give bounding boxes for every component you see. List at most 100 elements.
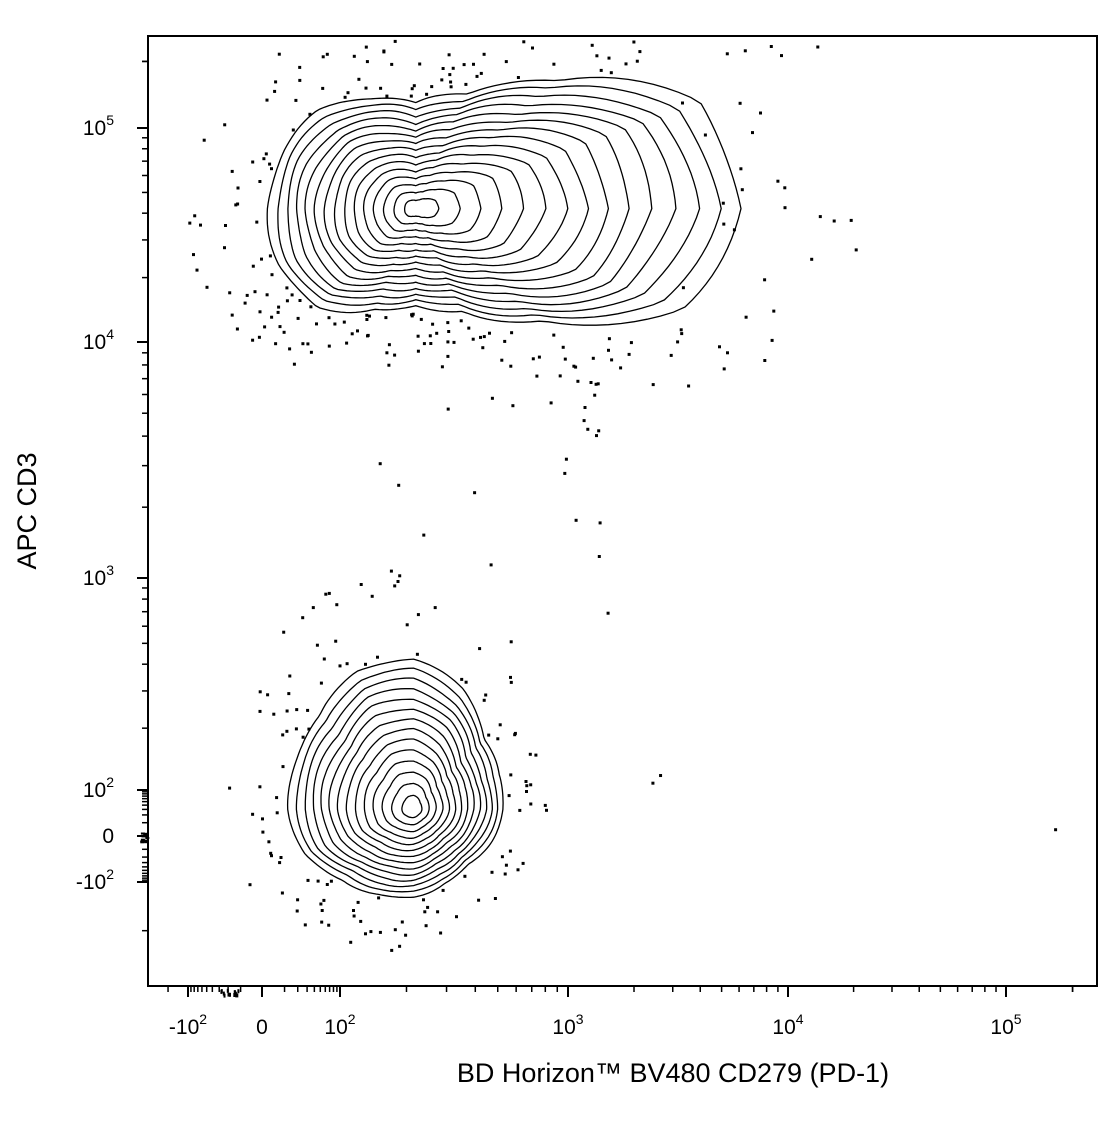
event-dot	[597, 429, 601, 433]
event-dot	[416, 349, 420, 353]
event-dot	[291, 128, 295, 132]
event-dot	[447, 53, 451, 57]
event-dot	[327, 344, 331, 348]
event-dot	[236, 186, 240, 190]
event-dot	[448, 73, 452, 77]
axis-pile-event	[140, 840, 145, 843]
contour-cd3-positive	[304, 111, 653, 298]
event-dot	[464, 82, 468, 86]
event-dot	[188, 221, 192, 225]
contour-cd3-positive	[353, 153, 547, 259]
event-dot	[379, 86, 383, 90]
event-dot	[270, 854, 273, 858]
event-dot	[500, 358, 504, 362]
event-dot	[459, 319, 463, 323]
event-dot	[356, 329, 359, 333]
event-dot	[306, 878, 310, 882]
event-dot	[440, 365, 444, 369]
event-dot	[449, 85, 453, 89]
event-dot	[681, 101, 684, 105]
event-dot	[410, 87, 414, 91]
y-tick-label: 104	[83, 326, 114, 354]
event-dot	[596, 382, 600, 386]
event-dot	[306, 342, 310, 346]
contour-cd3-negative	[304, 677, 493, 888]
event-dot	[234, 203, 238, 207]
event-dot	[308, 112, 312, 116]
event-dot	[282, 330, 286, 334]
contour-cd3-negative	[354, 738, 457, 852]
event-dot	[531, 46, 534, 50]
event-dot	[769, 45, 773, 48]
event-dot	[385, 351, 389, 355]
event-dot	[462, 63, 466, 67]
event-dot	[447, 330, 451, 333]
event-dot	[364, 45, 368, 49]
event-dot	[202, 138, 206, 142]
event-dot	[387, 363, 391, 367]
event-dot	[258, 180, 262, 183]
event-dot	[301, 342, 305, 346]
event-dot	[338, 664, 342, 668]
event-dot	[531, 357, 535, 361]
event-dot	[564, 457, 568, 461]
event-dot	[365, 60, 369, 64]
event-dot	[315, 643, 319, 647]
event-dot	[651, 781, 655, 785]
event-dot	[522, 40, 526, 44]
event-dot	[281, 733, 285, 737]
event-dot	[398, 574, 402, 578]
event-dot	[426, 905, 430, 909]
event-dot	[627, 352, 631, 356]
event-dot	[411, 312, 415, 316]
event-dot	[503, 339, 507, 343]
contour-cd3-positive	[313, 119, 630, 290]
event-dot	[382, 49, 386, 53]
event-dot	[364, 662, 367, 666]
event-dot	[352, 914, 356, 918]
contour-cd3-negative	[295, 667, 499, 893]
event-dot	[561, 345, 565, 349]
event-dot	[319, 902, 323, 906]
event-dot	[290, 293, 294, 297]
y-tick-label: 105	[83, 112, 114, 140]
event-dot	[429, 342, 433, 345]
event-dot	[487, 733, 491, 737]
event-dot	[524, 780, 528, 783]
event-dot	[460, 677, 464, 681]
event-dot	[422, 342, 426, 346]
event-dot	[619, 366, 623, 370]
event-dot	[390, 62, 394, 66]
event-dot	[507, 794, 511, 798]
y-tick-label: 103	[83, 562, 114, 590]
event-dot	[475, 74, 479, 78]
event-dot	[195, 268, 199, 272]
axis-pile-event	[236, 993, 239, 998]
event-dot	[849, 218, 853, 222]
event-dot	[478, 647, 482, 651]
event-dot	[390, 948, 394, 952]
event-dot	[223, 246, 226, 250]
event-dot	[321, 55, 325, 59]
contour-cd3-positive	[393, 188, 461, 227]
event-dot	[534, 753, 538, 757]
contour-cd3-negative	[336, 718, 469, 864]
event-dot	[576, 379, 580, 383]
event-dot	[327, 316, 331, 320]
event-dot	[258, 785, 262, 789]
event-dot	[725, 52, 729, 56]
event-dot	[446, 340, 450, 344]
event-dot	[490, 870, 494, 874]
event-dot	[274, 80, 278, 84]
event-dot	[479, 335, 482, 339]
event-dot	[431, 322, 435, 326]
event-dot	[451, 66, 455, 70]
event-dot	[558, 374, 562, 378]
event-dot	[482, 52, 486, 56]
contour-cd3-negative	[345, 727, 463, 858]
event-dot	[498, 723, 502, 727]
contour-cd3-negative	[328, 708, 475, 870]
event-dot	[356, 900, 360, 904]
